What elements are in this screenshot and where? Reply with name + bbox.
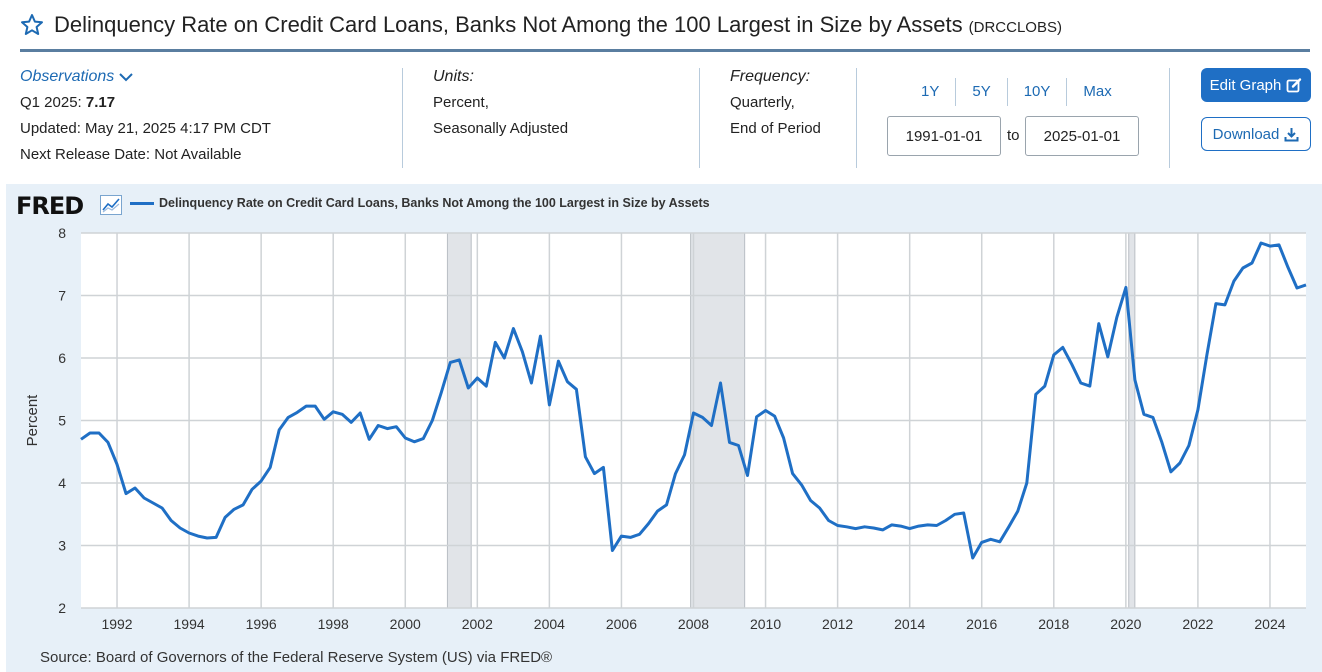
range-links: 1Y 5Y 10Y Max (905, 78, 1128, 106)
page-title: Delinquency Rate on Credit Card Loans, B… (54, 12, 963, 37)
y-tick-label: 8 (58, 225, 66, 241)
range-10y-link[interactable]: 10Y (1008, 78, 1068, 106)
edit-icon (1286, 78, 1302, 93)
edit-graph-label: Edit Graph (1209, 76, 1282, 94)
x-tick-label: 2022 (1182, 616, 1213, 632)
units-label: Units: (433, 68, 474, 85)
y-tick-label: 2 (58, 600, 66, 616)
units-value-1: Percent, (433, 94, 489, 111)
legend-swatch (130, 201, 154, 205)
y-axis-label: Percent (24, 394, 41, 447)
star-icon[interactable] (20, 13, 44, 37)
units-value-2: Seasonally Adjusted (433, 120, 569, 137)
y-tick-label: 5 (58, 413, 66, 429)
end-date-input[interactable] (1025, 116, 1139, 156)
x-tick-label: 1996 (246, 616, 277, 632)
legend-label: Delinquency Rate on Credit Card Loans, B… (159, 196, 710, 210)
range-1y-link[interactable]: 1Y (905, 78, 957, 106)
meta-divider (856, 68, 857, 168)
chevron-down-icon (119, 73, 133, 82)
range-5y-link[interactable]: 5Y (956, 78, 1008, 106)
edit-graph-button[interactable]: Edit Graph (1201, 68, 1311, 102)
chart-logo-icon (100, 195, 122, 215)
latest-period: Q1 2025: (20, 94, 82, 111)
x-tick-label: 2006 (606, 616, 637, 632)
frequency-value-2: End of Period (730, 120, 821, 137)
updated-text: Updated: May 21, 2025 4:17 PM CDT (20, 120, 271, 137)
series-line (80, 241, 1307, 560)
x-tick-label: 1994 (174, 616, 205, 632)
y-tick-label: 7 (58, 288, 66, 304)
start-date-input[interactable] (887, 116, 1001, 156)
range-max-link[interactable]: Max (1083, 83, 1112, 100)
y-tick-label: 6 (58, 350, 66, 366)
observations-dropdown[interactable]: Observations (20, 64, 133, 90)
fred-logo: FRED (16, 192, 84, 220)
download-icon (1284, 127, 1299, 141)
frequency-value-1: Quarterly, (730, 94, 795, 111)
chart-legend: Delinquency Rate on Credit Card Loans, B… (130, 196, 710, 210)
x-tick-label: 2012 (822, 616, 853, 632)
to-label: to (1007, 127, 1020, 144)
title-row: Delinquency Rate on Credit Card Loans, B… (20, 10, 1310, 40)
units-block: Units: Percent, Seasonally Adjusted (433, 64, 568, 174)
chart-svg: 2 3 4 5 6 7 8 1992 1994 1996 1998 2000 2002 2004 2006 2… (24, 225, 1307, 632)
download-button[interactable]: Download (1201, 117, 1311, 151)
x-tick-label: 2016 (966, 616, 997, 632)
x-tick-label: 1992 (101, 616, 132, 632)
x-tick-label: 2014 (894, 616, 925, 632)
x-tick-label: 2018 (1038, 616, 1069, 632)
latest-observation: Q1 2025: 7.17 (20, 90, 271, 116)
latest-value: 7.17 (85, 94, 116, 111)
series-id: (DRCCLOBS) (968, 18, 1062, 36)
x-tick-label: 2000 (390, 616, 421, 632)
x-tick-label: 2020 (1110, 616, 1141, 632)
source-note: Source: Board of Governors of the Federa… (40, 649, 553, 666)
x-tick-label: 2008 (678, 616, 709, 632)
y-tick-label: 4 (58, 475, 66, 491)
observations-block: Observations Q1 2025: 7.17 Updated: May … (20, 64, 271, 174)
x-tick-label: 2024 (1254, 616, 1285, 632)
chart-panel: 2 3 4 5 6 7 8 1992 1994 1996 1998 2000 2002 2004 2006 2… (6, 184, 1322, 672)
download-label: Download (1212, 125, 1280, 143)
meta-divider (1169, 68, 1170, 168)
frequency-label: Frequency: (730, 68, 811, 85)
y-tick-label: 3 (58, 538, 66, 554)
x-tick-label: 1998 (318, 616, 349, 632)
x-tick-label: 2004 (534, 616, 565, 632)
title-divider (20, 49, 1310, 52)
x-tick-label: 2002 (462, 616, 493, 632)
next-release-text: Next Release Date: Not Available (20, 146, 242, 163)
meta-divider (699, 68, 700, 168)
meta-divider (402, 68, 403, 168)
observations-label: Observations (20, 68, 115, 85)
x-tick-label: 2010 (750, 616, 781, 632)
frequency-block: Frequency: Quarterly, End of Period (730, 64, 821, 174)
